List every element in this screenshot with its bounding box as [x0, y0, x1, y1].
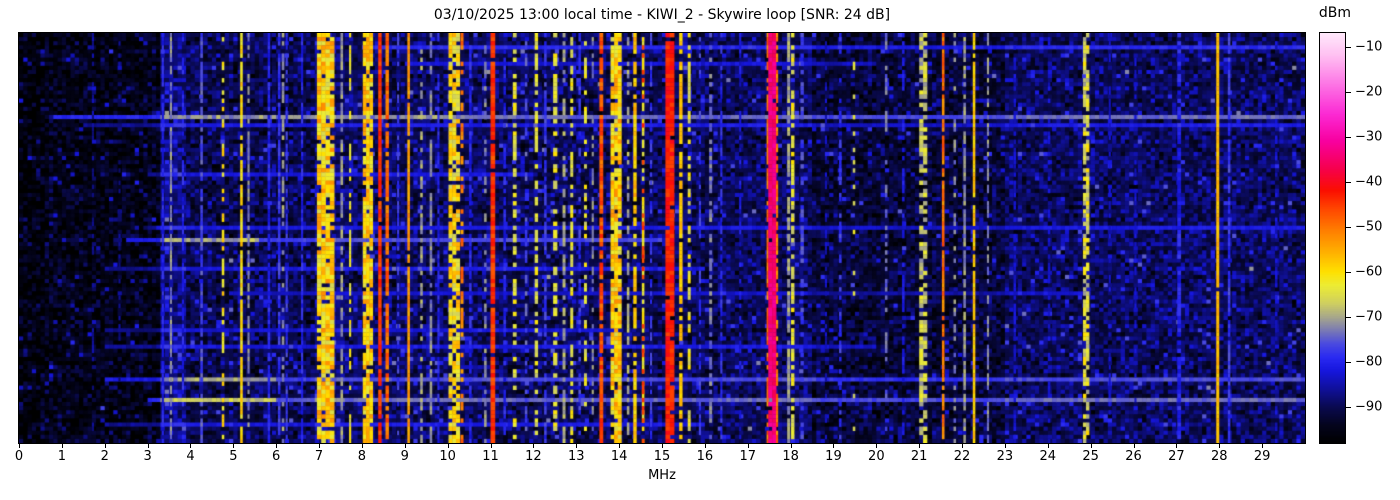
x-tick-label: 20 [868, 449, 885, 464]
colorbar-tick-label: −60 [1355, 264, 1383, 280]
x-tick-mark [276, 444, 278, 448]
x-tick-label: 21 [910, 449, 928, 464]
colorbar-tick-label: −70 [1355, 309, 1383, 325]
colorbar-tick-mark [1346, 91, 1351, 93]
x-tick-mark [833, 444, 835, 448]
x-tick-mark [233, 444, 235, 448]
x-tick-label: 29 [1253, 449, 1271, 464]
colorbar-tick-mark [1346, 316, 1351, 318]
x-tick-label: 0 [14, 449, 24, 464]
spectrogram-canvas [19, 33, 1305, 443]
x-tick-mark [619, 444, 621, 448]
x-tick-label: 17 [739, 449, 756, 464]
x-tick-label: 14 [610, 449, 628, 464]
colorbar-tick-label: −40 [1355, 174, 1383, 190]
plot-area [18, 32, 1306, 444]
x-tick-label: 22 [953, 449, 971, 464]
x-tick-mark [576, 444, 578, 448]
x-tick-label: 13 [567, 449, 585, 464]
x-tick-label: 16 [696, 449, 714, 464]
colorbar-tick-mark [1346, 361, 1351, 363]
colorbar-tick-mark [1346, 271, 1351, 273]
colorbar-tick-mark [1346, 46, 1351, 48]
x-tick-mark [919, 444, 921, 448]
x-tick-label: 10 [439, 449, 456, 464]
x-tick-mark [1133, 444, 1135, 448]
colorbar-tick-mark [1346, 226, 1351, 228]
x-tick-mark [1047, 444, 1049, 448]
colorbar-tick-label: −90 [1355, 399, 1383, 415]
x-tick-mark [962, 444, 964, 448]
x-tick-mark [104, 444, 106, 448]
x-tick-label: 23 [996, 449, 1014, 464]
x-tick-mark [790, 444, 792, 448]
x-tick-label: 27 [1168, 449, 1185, 464]
x-tick-mark [190, 444, 192, 448]
x-tick-mark [747, 444, 749, 448]
x-tick-label: 25 [1082, 449, 1099, 464]
x-tick-mark [490, 444, 492, 448]
x-tick-label: 15 [653, 449, 671, 464]
x-tick-mark [704, 444, 706, 448]
x-tick-label: 28 [1210, 449, 1228, 464]
x-tick-label: 9 [400, 449, 409, 464]
x-tick-mark [1219, 444, 1221, 448]
colorbar-canvas [1320, 33, 1345, 443]
colorbar-tick-mark [1346, 136, 1351, 138]
x-tick-mark [319, 444, 321, 448]
colorbar [1319, 32, 1346, 444]
colorbar-tick-label: −20 [1355, 84, 1383, 100]
colorbar-tick-label: −80 [1355, 354, 1383, 370]
x-tick-label: 26 [1125, 449, 1142, 464]
colorbar-tick-label: −50 [1355, 219, 1383, 235]
x-tick-label: 4 [186, 449, 195, 464]
x-tick-label: 1 [57, 449, 66, 464]
chart-title: 03/10/2025 13:00 local time - KIWI_2 - S… [433, 7, 891, 23]
x-tick-label: 2 [100, 449, 109, 464]
x-tick-mark [533, 444, 535, 448]
x-tick-mark [361, 444, 363, 448]
x-tick-mark [61, 444, 63, 448]
x-tick-mark [876, 444, 878, 448]
x-tick-label: 7 [314, 449, 324, 464]
x-tick-label: 3 [143, 449, 152, 464]
colorbar-tick-mark [1346, 181, 1351, 183]
x-tick-mark [404, 444, 406, 448]
x-tick-mark [447, 444, 449, 448]
x-tick-label: 5 [229, 449, 238, 464]
x-tick-label: 12 [525, 449, 542, 464]
x-tick-label: 19 [825, 449, 842, 464]
x-tick-label: 11 [482, 449, 499, 464]
x-tick-mark [1262, 444, 1264, 448]
x-tick-label: 6 [272, 449, 281, 464]
x-tick-mark [1176, 444, 1178, 448]
x-tick-mark [147, 444, 149, 448]
colorbar-tick-label: −10 [1355, 39, 1383, 55]
colorbar-unit-label: dBm [1318, 5, 1352, 21]
x-tick-label: 8 [357, 449, 367, 464]
x-tick-label: 24 [1039, 449, 1057, 464]
x-tick-label: 18 [782, 449, 799, 464]
x-tick-mark [662, 444, 663, 448]
x-tick-mark [1090, 444, 1092, 448]
colorbar-tick-label: −30 [1355, 129, 1383, 145]
x-axis-label: MHz [648, 468, 676, 483]
x-tick-mark [1004, 444, 1006, 448]
x-tick-mark [19, 444, 20, 448]
colorbar-tick-mark [1346, 406, 1351, 408]
